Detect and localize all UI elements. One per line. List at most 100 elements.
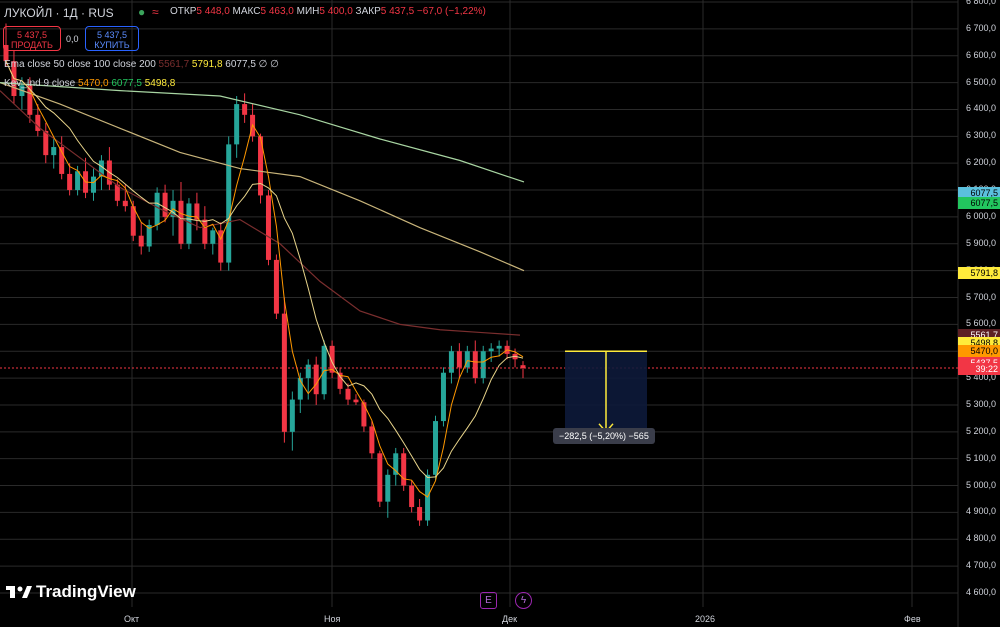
- lightning-event-icon[interactable]: ϟ: [515, 592, 532, 609]
- high-label: МАКС: [232, 6, 261, 17]
- candle-body: [456, 351, 462, 368]
- buy-price: 5 437,5: [96, 30, 128, 40]
- y-tick-label: 4 600,0: [965, 587, 996, 597]
- buy-button[interactable]: 5 437,5 КУПИТЬ: [85, 26, 139, 51]
- candle-body: [273, 259, 279, 314]
- candle-body: [218, 230, 224, 263]
- candle-body: [409, 485, 415, 508]
- earnings-event-icon[interactable]: E: [480, 592, 497, 609]
- ema-label: Ema close 50 close 100 close 200: [4, 59, 156, 70]
- ema-tail: ∅ ∅: [258, 59, 279, 70]
- candle-body: [258, 136, 264, 196]
- candle-body: [393, 453, 399, 475]
- candle-body: [313, 364, 319, 395]
- candle-body: [369, 426, 375, 454]
- candle-body: [297, 378, 303, 400]
- candle-body: [122, 200, 128, 207]
- kev-label: Kev_Ind 9 close: [4, 78, 76, 89]
- candle-body: [353, 399, 359, 403]
- candle-body: [210, 230, 216, 244]
- tradingview-logo: TradingView: [6, 582, 136, 602]
- y-tick-label: 6 300,0: [965, 130, 996, 141]
- low-value: 5 400,0: [319, 6, 353, 17]
- price-axis-label: 5470,0: [958, 345, 1000, 358]
- candle-body: [329, 345, 335, 373]
- candle-body: [321, 345, 327, 395]
- candle-body: [67, 173, 73, 191]
- y-tick-label: 5 700,0: [965, 291, 996, 302]
- ohlc-readout: ОТКР5 448,0 МАКС5 463,0 МИН5 400,0 ЗАКР5…: [170, 6, 486, 17]
- kev-legend[interactable]: Kev_Ind 9 close 5470,0 6077,5 5498,8: [4, 78, 175, 89]
- candle-body: [35, 114, 41, 131]
- status-dot-icon: ●: [138, 5, 146, 19]
- candle-body: [401, 453, 407, 486]
- candle-body: [130, 206, 136, 236]
- candle-body: [464, 351, 470, 368]
- x-tick-label: Окт: [124, 614, 140, 624]
- y-tick-label: 4 800,0: [965, 533, 996, 544]
- sell-button[interactable]: 5 437,5 ПРОДАТЬ: [3, 26, 61, 51]
- x-tick-label: Фев: [904, 614, 921, 624]
- close-label: ЗАКР: [355, 6, 381, 17]
- candle-body: [425, 474, 431, 521]
- y-tick-label: 6 500,0: [965, 76, 996, 87]
- ema100-line: [0, 82, 525, 272]
- y-tick-label: 6 200,0: [965, 157, 996, 168]
- buy-label: КУПИТЬ: [94, 40, 130, 50]
- candle-body: [98, 160, 104, 177]
- price-axis-label: 6077,5: [958, 186, 1000, 199]
- kev-line-slow: [5, 60, 524, 479]
- candle-body: [146, 224, 152, 247]
- high-value: 5 463,0: [260, 6, 294, 17]
- candle-body: [496, 345, 502, 349]
- candle-body: [186, 203, 192, 244]
- candle-body: [178, 200, 184, 244]
- earnings-event-label: E: [485, 595, 492, 606]
- ema-legend[interactable]: Ema close 50 close 100 close 200 5561,7 …: [4, 59, 279, 70]
- watermark-text: TradingView: [36, 582, 136, 601]
- candle-body: [27, 85, 33, 115]
- price-axis-label: 39:22: [958, 363, 1000, 376]
- x-tick-label: Ноя: [324, 614, 341, 624]
- sell-price: 5 437,5: [16, 30, 48, 40]
- candle-body: [433, 421, 439, 475]
- candle-body: [43, 130, 49, 156]
- y-tick-label: 6 000,0: [965, 210, 996, 221]
- candle-body: [138, 235, 144, 247]
- candle-body: [520, 365, 526, 369]
- candle-body: [385, 474, 391, 502]
- y-tick-label: 5 200,0: [965, 425, 996, 436]
- y-tick-label: 6 800,0: [965, 0, 996, 6]
- change-value: −67,0 (−1,22%): [416, 6, 486, 17]
- x-tick-label: Дек: [502, 614, 518, 624]
- candle-body: [305, 364, 311, 379]
- y-tick-label: 5 400,0: [965, 372, 996, 383]
- candle-body: [480, 351, 486, 379]
- y-tick-label: 4 900,0: [965, 506, 996, 517]
- candle-body: [472, 351, 478, 379]
- y-tick-label: 5 900,0: [965, 237, 996, 248]
- candle-body: [194, 203, 200, 220]
- y-tick-label: 5 100,0: [965, 452, 996, 463]
- candle-body: [345, 388, 351, 400]
- candle-body: [448, 351, 454, 373]
- candle-body: [202, 219, 208, 244]
- y-tick-label: 6 400,0: [965, 103, 996, 114]
- measure-label: −282,5 (−5,20%) −565: [553, 428, 655, 444]
- price-axis-label: 6077,5: [958, 196, 1000, 209]
- candle-body: [226, 144, 232, 263]
- candle-body: [440, 372, 446, 422]
- ema200-value: 6077,5: [225, 59, 256, 70]
- open-value: 5 448,0: [196, 6, 230, 17]
- candle-body: [90, 176, 96, 193]
- symbol-title[interactable]: ЛУКОЙЛ · 1Д · RUS: [4, 6, 114, 20]
- candle-body: [337, 372, 343, 389]
- kev-value-1: 5470,0: [77, 78, 109, 89]
- candle-body: [361, 402, 367, 427]
- candle-body: [234, 104, 240, 145]
- candle-body: [242, 104, 248, 115]
- close-value: 5 437,5: [380, 6, 415, 17]
- kev-value-3: 5498,8: [144, 78, 176, 89]
- ema200-line: [0, 81, 525, 183]
